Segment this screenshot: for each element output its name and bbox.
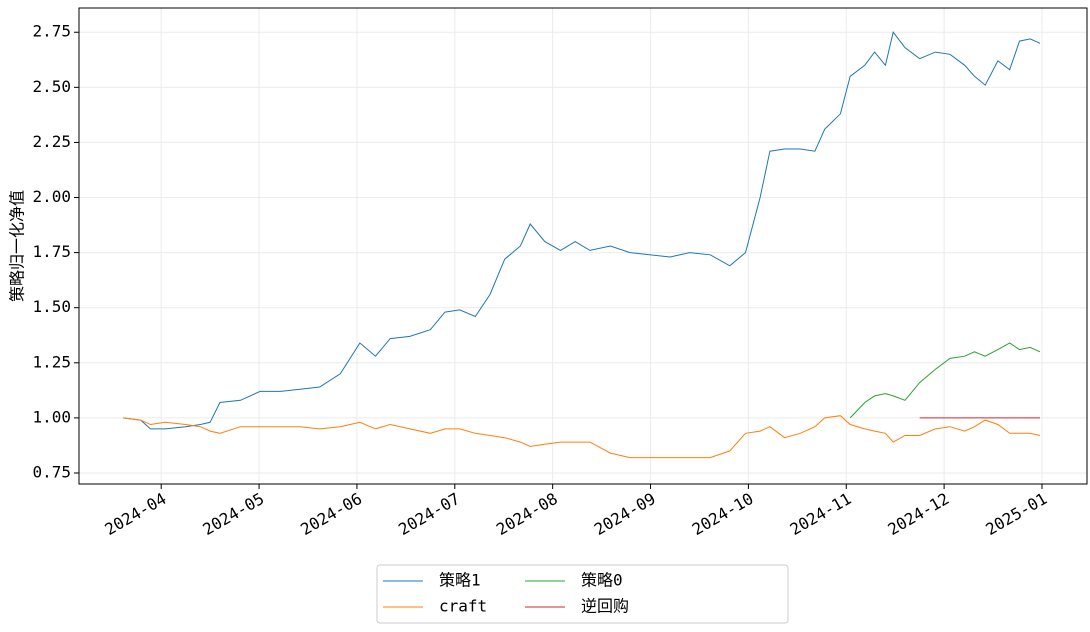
- plot-frame: [78, 7, 1088, 485]
- y-tick-label: 1.00: [32, 407, 71, 426]
- y-tick-label: 0.75: [32, 462, 71, 481]
- legend-label: craft: [439, 597, 487, 616]
- y-tick-label: 1.25: [32, 352, 71, 371]
- y-tick-label: 2.00: [32, 187, 71, 206]
- y-tick-label: 2.25: [32, 132, 71, 151]
- y-tick-label: 1.75: [32, 242, 71, 261]
- legend-box: [376, 564, 789, 624]
- legend-label: 策略1: [439, 571, 481, 590]
- series-line: [122, 31, 1041, 430]
- y-tick-label: 2.75: [32, 22, 71, 41]
- series-line: [122, 415, 1041, 459]
- legend-label: 逆回购: [581, 597, 629, 616]
- y-tick-label: 1.50: [32, 297, 71, 316]
- legend-label: 策略0: [581, 571, 623, 590]
- series-line: [849, 342, 1041, 419]
- y-tick-label: 2.50: [32, 77, 71, 96]
- y-axis-label: 策略归一化净值: [8, 190, 27, 302]
